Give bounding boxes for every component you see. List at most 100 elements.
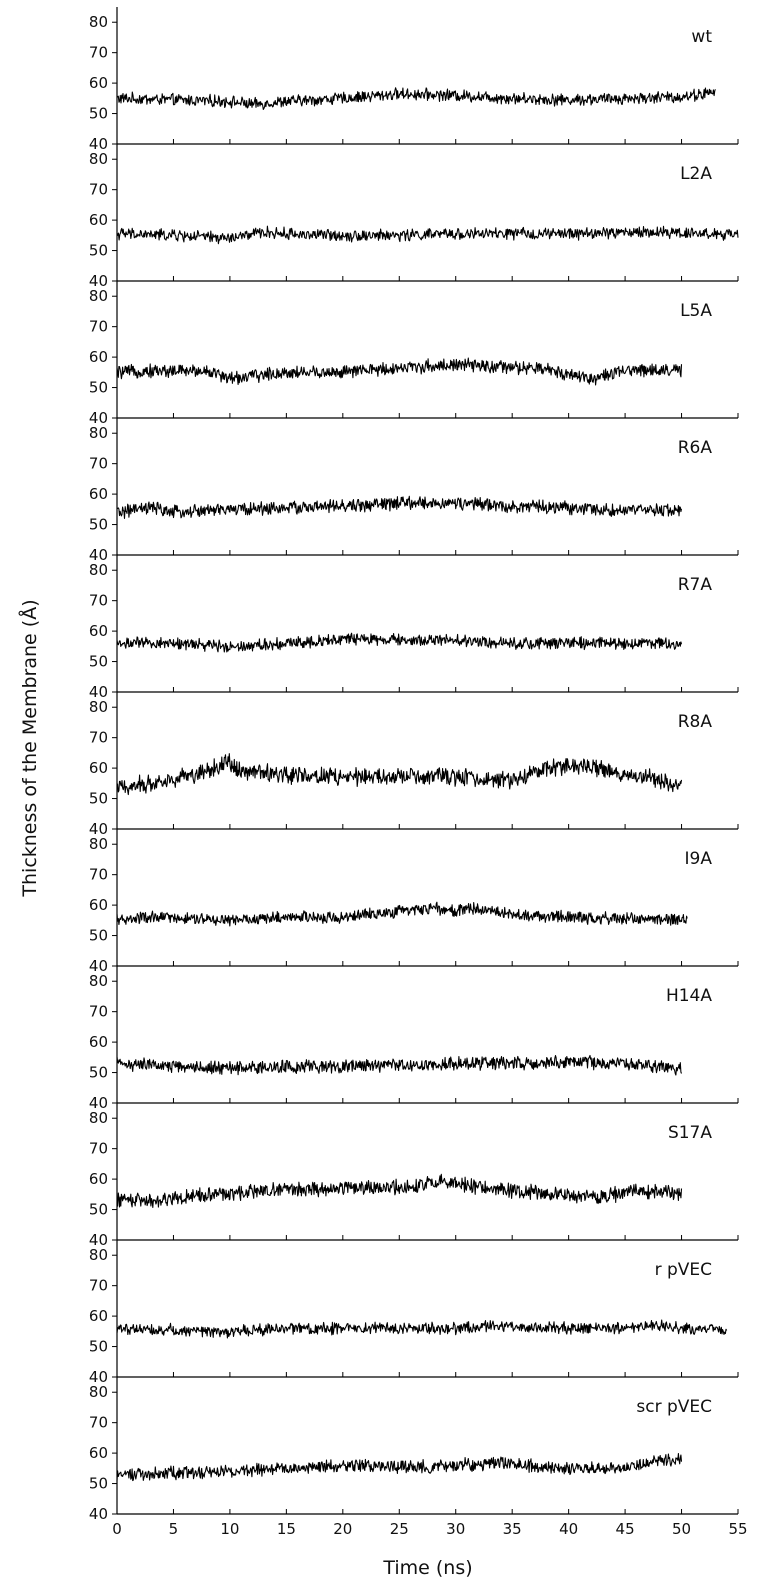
y-tick-label: 80 <box>89 835 108 853</box>
panel-label: wt <box>691 27 712 47</box>
panel-label: r pVEC <box>655 1260 712 1280</box>
x-tick-label: 10 <box>220 1520 239 1538</box>
x-tick-label: 50 <box>672 1520 691 1538</box>
y-tick-label: 70 <box>89 592 108 610</box>
panel-r8a: 40 50 60 70 80 R8A <box>89 692 739 838</box>
y-tick-label: 40 <box>89 409 108 427</box>
panel-r-pvec: 40 50 60 70 80 r pVEC <box>89 1240 739 1386</box>
y-tick-label: 60 <box>89 896 108 914</box>
y-tick-label: 60 <box>89 759 108 777</box>
y-tick-label: 50 <box>89 105 108 123</box>
y-tick-label: 40 <box>89 1505 108 1523</box>
series-line <box>116 1054 683 1076</box>
series-line <box>116 357 683 386</box>
y-tick-label: 40 <box>89 135 108 153</box>
y-tick-label: 80 <box>89 698 108 716</box>
y-tick-label: 70 <box>89 1140 108 1158</box>
y-tick-label: 60 <box>89 211 108 229</box>
panel-s17a: 40 50 60 70 80 S17A <box>89 1103 739 1249</box>
y-tick-label: 60 <box>89 348 108 366</box>
y-tick-label: 50 <box>89 653 108 671</box>
y-tick-label: 50 <box>89 379 108 397</box>
series-line <box>116 901 688 927</box>
x-tick-label: 20 <box>333 1520 352 1538</box>
y-tick-label: 50 <box>89 516 108 534</box>
x-tick-label: 5 <box>169 1520 179 1538</box>
y-tick-label: 70 <box>89 318 108 336</box>
y-tick-label: 40 <box>89 1094 108 1112</box>
panel-label: R8A <box>678 712 713 732</box>
panel-r7a: 40 50 60 70 80 R7A <box>89 555 739 701</box>
panel-l2a: 40 50 60 70 80 L2A <box>89 144 739 290</box>
series-line <box>116 1319 728 1339</box>
panel-h14a: 40 50 60 70 80 H14A <box>89 966 739 1112</box>
panel-r6a: 40 50 60 70 80 R6A <box>89 418 739 564</box>
x-tick-label: 15 <box>277 1520 296 1538</box>
x-tick-label: 45 <box>616 1520 635 1538</box>
y-tick-label: 50 <box>89 927 108 945</box>
series-line <box>116 753 683 796</box>
y-tick-label: 60 <box>89 1033 108 1051</box>
panel-label: L2A <box>680 164 712 184</box>
panel-label: R7A <box>678 575 713 595</box>
y-tick-label: 60 <box>89 622 108 640</box>
panel-label: H14A <box>666 986 712 1006</box>
y-tick-label: 50 <box>89 790 108 808</box>
y-tick-label: 80 <box>89 1109 108 1127</box>
y-tick-label: 70 <box>89 866 108 884</box>
x-tick-label: 35 <box>503 1520 522 1538</box>
panel-label: I9A <box>685 849 713 869</box>
panel-wt: 40 50 60 70 80 wt <box>89 7 739 153</box>
y-tick-label: 40 <box>89 820 108 838</box>
y-axis-title: Thickness of the Membrane (Å) <box>18 599 41 897</box>
series-line <box>116 1452 683 1482</box>
y-tick-label: 60 <box>89 1307 108 1325</box>
y-tick-label: 80 <box>89 13 108 31</box>
panel-label: L5A <box>680 301 712 321</box>
y-tick-label: 60 <box>89 1444 108 1462</box>
plot-area: 4050607080wt4050607080L2A4050607080L5A40… <box>89 7 748 1538</box>
y-tick-label: 50 <box>89 1064 108 1082</box>
y-tick-label: 50 <box>89 1475 108 1493</box>
y-tick-label: 80 <box>89 972 108 990</box>
y-tick-label: 80 <box>89 150 108 168</box>
panel-l5a: 40 50 60 70 80 L5A <box>89 281 739 427</box>
panel-label: S17A <box>668 1123 712 1143</box>
y-tick-label: 40 <box>89 1231 108 1249</box>
y-tick-label: 70 <box>89 729 108 747</box>
y-tick-label: 70 <box>89 44 108 62</box>
y-tick-label: 40 <box>89 957 108 975</box>
series-line <box>116 87 716 110</box>
y-tick-label: 80 <box>89 287 108 305</box>
y-tick-label: 50 <box>89 1201 108 1219</box>
y-tick-label: 60 <box>89 74 108 92</box>
y-tick-label: 70 <box>89 1003 108 1021</box>
y-tick-label: 40 <box>89 546 108 564</box>
x-tick-label: 25 <box>390 1520 409 1538</box>
series-line <box>116 495 683 519</box>
y-tick-label: 70 <box>89 1277 108 1295</box>
y-tick-label: 70 <box>89 455 108 473</box>
y-tick-label: 80 <box>89 424 108 442</box>
y-tick-label: 40 <box>89 683 108 701</box>
y-tick-label: 80 <box>89 1383 108 1401</box>
panel-label: scr pVEC <box>636 1397 712 1417</box>
y-tick-label: 70 <box>89 1414 108 1432</box>
y-tick-label: 50 <box>89 1338 108 1356</box>
x-tick-label: 40 <box>559 1520 578 1538</box>
x-tick-label: 30 <box>446 1520 465 1538</box>
y-tick-label: 60 <box>89 1170 108 1188</box>
y-tick-label: 70 <box>89 181 108 199</box>
x-tick-label: 55 <box>728 1520 747 1538</box>
y-tick-label: 40 <box>89 1368 108 1386</box>
y-tick-label: 80 <box>89 561 108 579</box>
panel-i9a: 40 50 60 70 80 I9A <box>89 829 739 975</box>
series-line <box>116 632 683 653</box>
series-line <box>116 1173 683 1209</box>
series-line <box>116 225 739 245</box>
y-tick-label: 60 <box>89 485 108 503</box>
panel-label: R6A <box>678 438 713 458</box>
y-tick-label: 80 <box>89 1246 108 1264</box>
y-tick-label: 50 <box>89 242 108 260</box>
